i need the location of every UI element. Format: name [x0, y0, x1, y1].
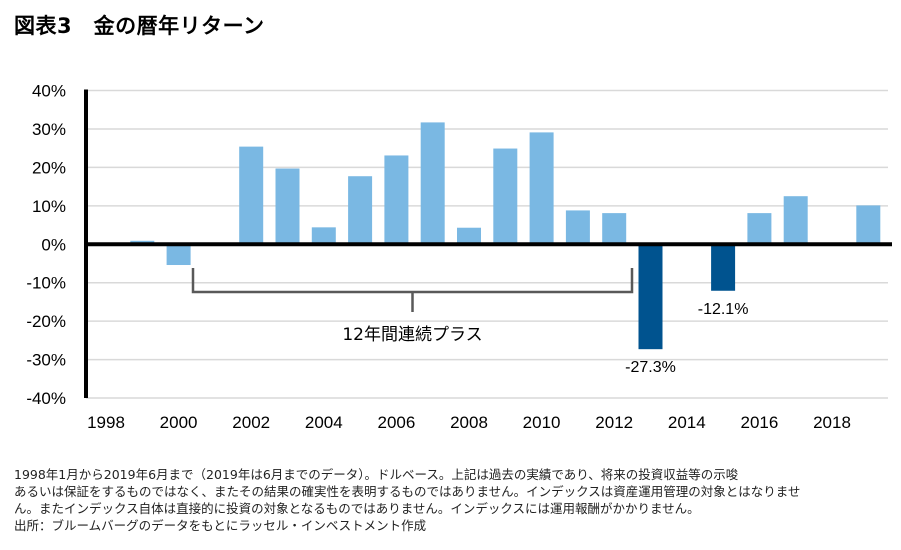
footnote-line: 1998年1月から2019年6月まで（2019年は6月までのデータ）。ドルベース… — [14, 467, 739, 482]
x-tick-label: 2010 — [523, 413, 561, 432]
y-tick-label: 0% — [41, 235, 66, 254]
bar-2007 — [420, 122, 445, 245]
x-tick-label: 2014 — [668, 413, 706, 432]
bar-2009 — [493, 148, 518, 245]
figure-title: 図表3 金の暦年リターン — [14, 14, 265, 38]
bar-2011 — [565, 210, 590, 245]
bar-2013 — [638, 244, 663, 350]
bar-2012 — [602, 213, 627, 245]
bar-2015 — [711, 244, 736, 291]
bar-2017 — [783, 196, 808, 245]
bar-chart: 40% 30% 20% 10% 0% -10% -20% -30% -40% -27.3% -12.… — [26, 82, 892, 432]
bar-2004 — [311, 227, 336, 245]
x-tick-label: 1998 — [87, 413, 125, 432]
x-tick-label: 2006 — [377, 413, 415, 432]
y-tick-label: -30% — [26, 351, 66, 370]
bar-2016 — [747, 213, 772, 245]
bar-2019 — [856, 205, 881, 245]
y-tick-label: 20% — [32, 158, 66, 177]
y-tick-label: 40% — [32, 82, 66, 101]
y-tick-label: -10% — [26, 274, 66, 293]
footnotes: 1998年1月から2019年6月まで（2019年は6月までのデータ）。ドルベース… — [14, 466, 894, 534]
bracket — [191, 268, 634, 312]
bar-2000 — [166, 244, 191, 266]
footnote-line: ん。またインデックス自体は直接的に投資の対象となるものではありません。インデック… — [14, 501, 700, 516]
x-tick-label: 2008 — [450, 413, 488, 432]
bar-2003 — [275, 168, 300, 245]
x-tick-label: 2002 — [232, 413, 270, 432]
footnote-line: あるいは保証をするものではなく、またその結果の確実性を表明するものではありません… — [14, 484, 801, 499]
bar-2008 — [457, 227, 481, 245]
bar-2002 — [239, 146, 264, 245]
bar-2006 — [384, 155, 409, 245]
source-line: 出所：ブルームバーグのデータをもとにラッセル・インベストメント作成 — [14, 518, 427, 533]
bar-2005 — [348, 176, 373, 245]
x-tick-label: 2018 — [813, 413, 851, 432]
x-tick-label: 2004 — [305, 413, 343, 432]
bar-2010 — [529, 132, 554, 245]
y-tick-label: 30% — [32, 120, 66, 139]
y-tick-label: -40% — [26, 389, 66, 408]
x-tick-label: 2012 — [595, 413, 633, 432]
data-label-2013: -27.3% — [625, 359, 676, 376]
annotation-label: 12年間連続プラス — [342, 325, 482, 345]
data-label-2015: -12.1% — [698, 301, 749, 318]
x-tick-label: 2016 — [740, 413, 778, 432]
x-tick-label: 2000 — [160, 413, 198, 432]
y-tick-label: -20% — [26, 312, 66, 331]
y-tick-label: 10% — [32, 197, 66, 216]
